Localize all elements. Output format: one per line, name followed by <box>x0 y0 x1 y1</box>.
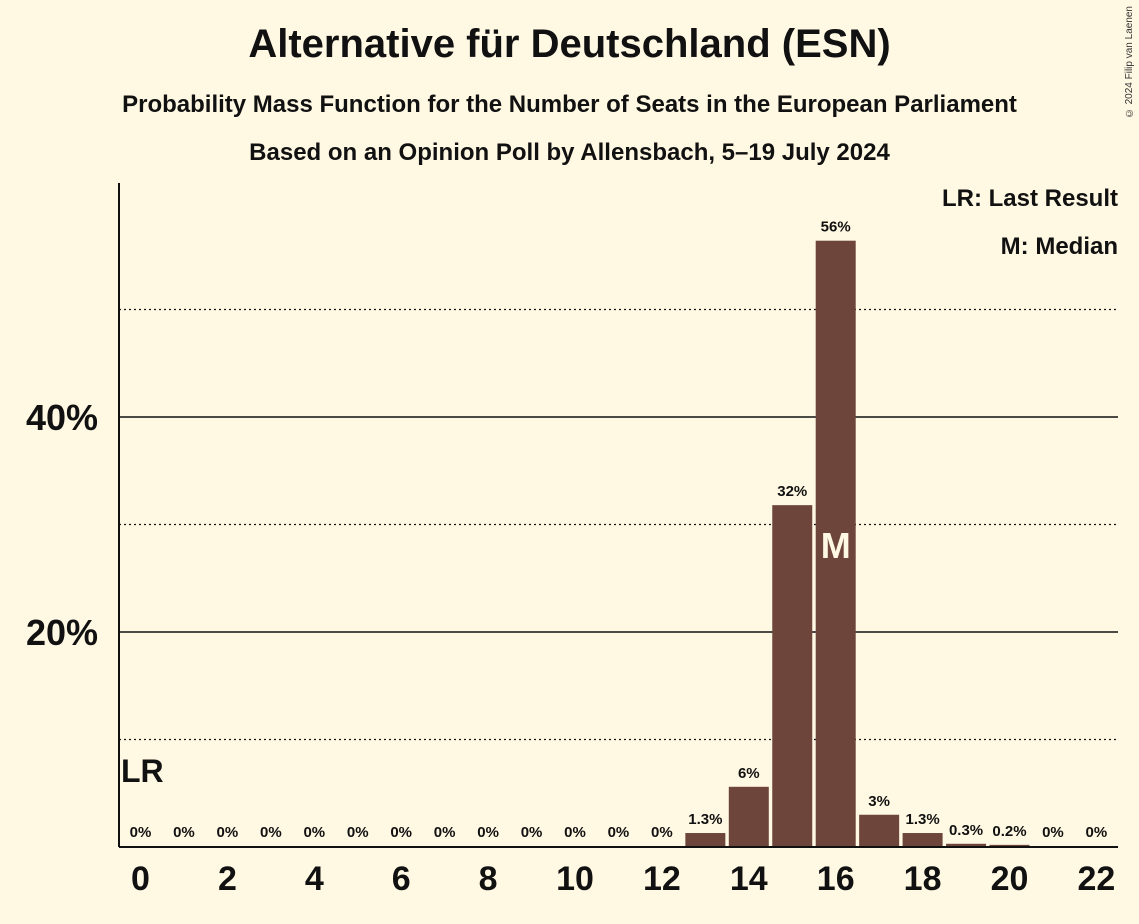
legend-median: M: Median <box>1000 233 1118 260</box>
data-label: 0% <box>303 824 325 841</box>
x-tick-label: 18 <box>904 860 942 898</box>
x-tick-label: 16 <box>817 860 855 898</box>
x-tick-label: 22 <box>1077 860 1115 898</box>
y-tick-label: 40% <box>26 397 98 438</box>
last-result-marker: LR <box>121 753 164 789</box>
data-label: 0.2% <box>992 823 1026 840</box>
x-tick-label: 12 <box>643 860 681 898</box>
data-label: 0% <box>651 824 673 841</box>
data-label: 0% <box>130 824 152 841</box>
chart-subtitle: Probability Mass Function for the Number… <box>122 91 1017 118</box>
y-tick-label: 20% <box>26 612 98 653</box>
bar <box>946 843 987 847</box>
data-label: 1.3% <box>688 811 722 828</box>
data-label: 0% <box>477 824 499 841</box>
data-label: 32% <box>777 483 807 500</box>
x-tick-label: 14 <box>730 860 768 898</box>
data-label: 0% <box>1086 824 1108 841</box>
data-label: 0.3% <box>949 822 983 839</box>
legend-last-result: LR: Last Result <box>941 185 1118 212</box>
x-tick-label: 4 <box>305 860 324 898</box>
data-label: 0% <box>521 824 543 841</box>
x-tick-label: 0 <box>131 860 150 898</box>
data-label: 1.3% <box>905 811 939 828</box>
data-label: 0% <box>434 824 456 841</box>
poll-info: Based on an Opinion Poll by Allensbach, … <box>249 139 890 166</box>
bar <box>989 844 1030 847</box>
x-tick-label: 6 <box>392 860 411 898</box>
data-label: 0% <box>217 824 239 841</box>
data-label: 3% <box>868 793 890 810</box>
chart-title: Alternative für Deutschland (ESN) <box>248 22 891 66</box>
bar <box>772 505 813 847</box>
bar <box>902 833 943 847</box>
data-label: 0% <box>1042 824 1064 841</box>
bar <box>728 786 769 847</box>
data-label: 0% <box>260 824 282 841</box>
data-label: 0% <box>608 824 630 841</box>
data-label: 0% <box>173 824 195 841</box>
data-label: 0% <box>347 824 369 841</box>
x-tick-label: 2 <box>218 860 237 898</box>
bar <box>859 814 900 847</box>
bar <box>815 240 856 847</box>
data-label: 6% <box>738 765 760 782</box>
data-label: 56% <box>821 219 851 236</box>
x-tick-label: 20 <box>991 860 1029 898</box>
x-tick-label: 8 <box>479 860 498 898</box>
data-label: 0% <box>390 824 412 841</box>
x-tick-label: 10 <box>556 860 594 898</box>
median-marker: M <box>821 525 851 566</box>
data-label: 0% <box>564 824 586 841</box>
bar <box>685 833 726 847</box>
